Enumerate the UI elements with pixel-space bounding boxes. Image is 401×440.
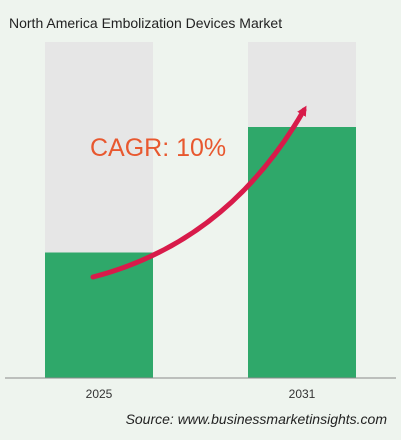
chart-title: North America Embolization Devices Marke… bbox=[9, 15, 283, 31]
x-tick-label-2031: 2031 bbox=[289, 387, 316, 401]
bar-2025 bbox=[45, 252, 153, 378]
source-caption: Source: www.businessmarketinsights.com bbox=[125, 411, 387, 427]
cagr-annotation: CAGR: 10% bbox=[90, 134, 227, 162]
growth-arrow bbox=[90, 105, 307, 280]
x-tick-label-2025: 2025 bbox=[86, 387, 113, 401]
